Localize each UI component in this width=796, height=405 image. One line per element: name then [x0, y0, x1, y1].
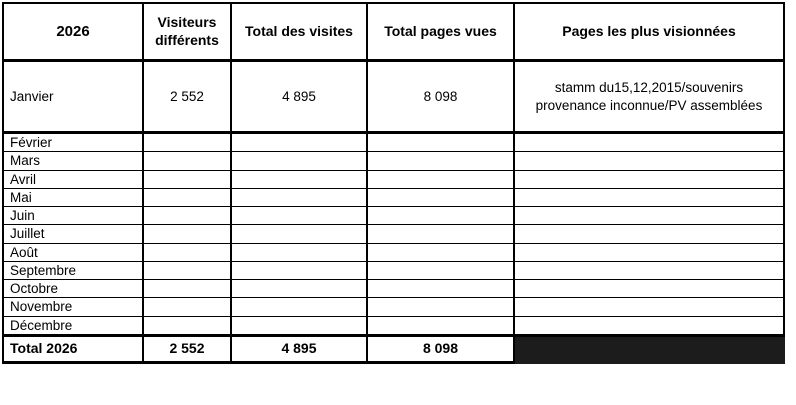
cell-pageviews-aout[interactable] [366, 242, 515, 262]
cell-pageviews-juillet[interactable] [366, 224, 515, 244]
table-header-row: 2026 Visiteurs différents Total des visi… [2, 2, 785, 62]
table-row-fevrier[interactable]: Février [2, 131, 785, 153]
cell-visitors-mai[interactable] [142, 187, 232, 208]
visitor-statistics-table: 2026 Visiteurs différents Total des visi… [2, 2, 785, 364]
cell-visitors-decembre[interactable] [142, 315, 232, 336]
cell-total-visits: 4 895 [230, 333, 368, 364]
cell-top-pages-novembre[interactable] [513, 297, 785, 317]
column-header-visitors-line1: Visiteurs [157, 13, 217, 30]
cell-month-juin[interactable]: Juin [2, 206, 144, 226]
table-row-avril[interactable]: Avril [2, 169, 785, 189]
cell-visits-octobre[interactable] [230, 279, 368, 299]
table-row-aout[interactable]: Août [2, 242, 785, 262]
top-pages-line1: stamm du15,12,2015/souvenirs [554, 80, 744, 96]
cell-total-label: Total 2026 [2, 333, 144, 364]
table-header: 2026 Visiteurs différents Total des visi… [2, 2, 785, 62]
column-header-top-pages: Pages les plus visionnées [513, 2, 785, 62]
table-row-janvier[interactable]: Janvier 2 552 4 895 8 098 stamm du15,12,… [2, 59, 785, 134]
column-header-year: 2026 [2, 2, 144, 62]
cell-visits-juin[interactable] [230, 206, 368, 226]
table-row-mars[interactable]: Mars [2, 151, 785, 171]
table-row-juin[interactable]: Juin [2, 206, 785, 226]
cell-visitors-novembre[interactable] [142, 297, 232, 317]
cell-top-pages-fevrier[interactable] [513, 131, 785, 153]
cell-visits-decembre[interactable] [230, 315, 368, 336]
table-row-septembre[interactable]: Septembre [2, 260, 785, 281]
cell-visits-septembre[interactable] [230, 260, 368, 281]
column-header-pageviews: Total pages vues [366, 2, 515, 62]
cell-visits-aout[interactable] [230, 242, 368, 262]
cell-month-fevrier[interactable]: Février [2, 131, 144, 153]
table-body: Janvier 2 552 4 895 8 098 stamm du15,12,… [2, 59, 785, 364]
cell-pageviews-novembre[interactable] [366, 297, 515, 317]
cell-month-octobre[interactable]: Octobre [2, 279, 144, 299]
table-row-juillet[interactable]: Juillet [2, 224, 785, 244]
cell-visits-juillet[interactable] [230, 224, 368, 244]
cell-top-pages-janvier[interactable]: stamm du15,12,2015/souvenirs provenance … [513, 59, 785, 134]
cell-top-pages-juillet[interactable] [513, 224, 785, 244]
cell-pageviews-septembre[interactable] [366, 260, 515, 281]
cell-pageviews-fevrier[interactable] [366, 131, 515, 153]
cell-visits-mai[interactable] [230, 187, 368, 208]
cell-top-pages-mai[interactable] [513, 187, 785, 208]
column-header-visitors-line2: différents [155, 31, 219, 48]
cell-visitors-juin[interactable] [142, 206, 232, 226]
cell-pageviews-juin[interactable] [366, 206, 515, 226]
cell-pageviews-mai[interactable] [366, 187, 515, 208]
cell-top-pages-mars[interactable] [513, 151, 785, 171]
cell-month-decembre[interactable]: Décembre [2, 315, 144, 336]
top-pages-line2: provenance inconnue/PV assemblées [535, 97, 763, 113]
cell-visitors-octobre[interactable] [142, 279, 232, 299]
table-row-octobre[interactable]: Octobre [2, 279, 785, 299]
cell-visits-janvier[interactable]: 4 895 [230, 59, 368, 134]
table-row-novembre[interactable]: Novembre [2, 297, 785, 317]
cell-pageviews-avril[interactable] [366, 169, 515, 189]
cell-month-janvier[interactable]: Janvier [2, 59, 144, 134]
cell-month-mai[interactable]: Mai [2, 187, 144, 208]
cell-pageviews-octobre[interactable] [366, 279, 515, 299]
cell-pageviews-janvier[interactable]: 8 098 [366, 59, 515, 134]
cell-month-avril[interactable]: Avril [2, 169, 144, 189]
cell-visits-avril[interactable] [230, 169, 368, 189]
cell-visitors-avril[interactable] [142, 169, 232, 189]
cell-visitors-septembre[interactable] [142, 260, 232, 281]
cell-top-pages-septembre[interactable] [513, 260, 785, 281]
cell-top-pages-octobre[interactable] [513, 279, 785, 299]
cell-visitors-aout[interactable] [142, 242, 232, 262]
table-row-decembre[interactable]: Décembre [2, 315, 785, 336]
cell-visitors-mars[interactable] [142, 151, 232, 171]
cell-visits-novembre[interactable] [230, 297, 368, 317]
cell-month-juillet[interactable]: Juillet [2, 224, 144, 244]
column-header-visits: Total des visites [230, 2, 368, 62]
cell-visits-fevrier[interactable] [230, 131, 368, 153]
cell-visitors-fevrier[interactable] [142, 131, 232, 153]
cell-month-aout[interactable]: Août [2, 242, 144, 262]
column-header-visitors: Visiteurs différents [142, 2, 232, 62]
cell-visitors-janvier[interactable]: 2 552 [142, 59, 232, 134]
table-row-total[interactable]: Total 2026 2 552 4 895 8 098 [2, 333, 785, 364]
cell-month-mars[interactable]: Mars [2, 151, 144, 171]
cell-top-pages-juin[interactable] [513, 206, 785, 226]
cell-top-pages-avril[interactable] [513, 169, 785, 189]
cell-month-novembre[interactable]: Novembre [2, 297, 144, 317]
cell-total-visitors: 2 552 [142, 333, 232, 364]
cell-month-septembre[interactable]: Septembre [2, 260, 144, 281]
cell-pageviews-mars[interactable] [366, 151, 515, 171]
table-row-mai[interactable]: Mai [2, 187, 785, 208]
cell-total-top-pages-blackout [513, 333, 785, 364]
cell-visitors-juillet[interactable] [142, 224, 232, 244]
cell-visits-mars[interactable] [230, 151, 368, 171]
cell-pageviews-decembre[interactable] [366, 315, 515, 336]
cell-total-pageviews: 8 098 [366, 333, 515, 364]
cell-top-pages-decembre[interactable] [513, 315, 785, 336]
cell-top-pages-aout[interactable] [513, 242, 785, 262]
